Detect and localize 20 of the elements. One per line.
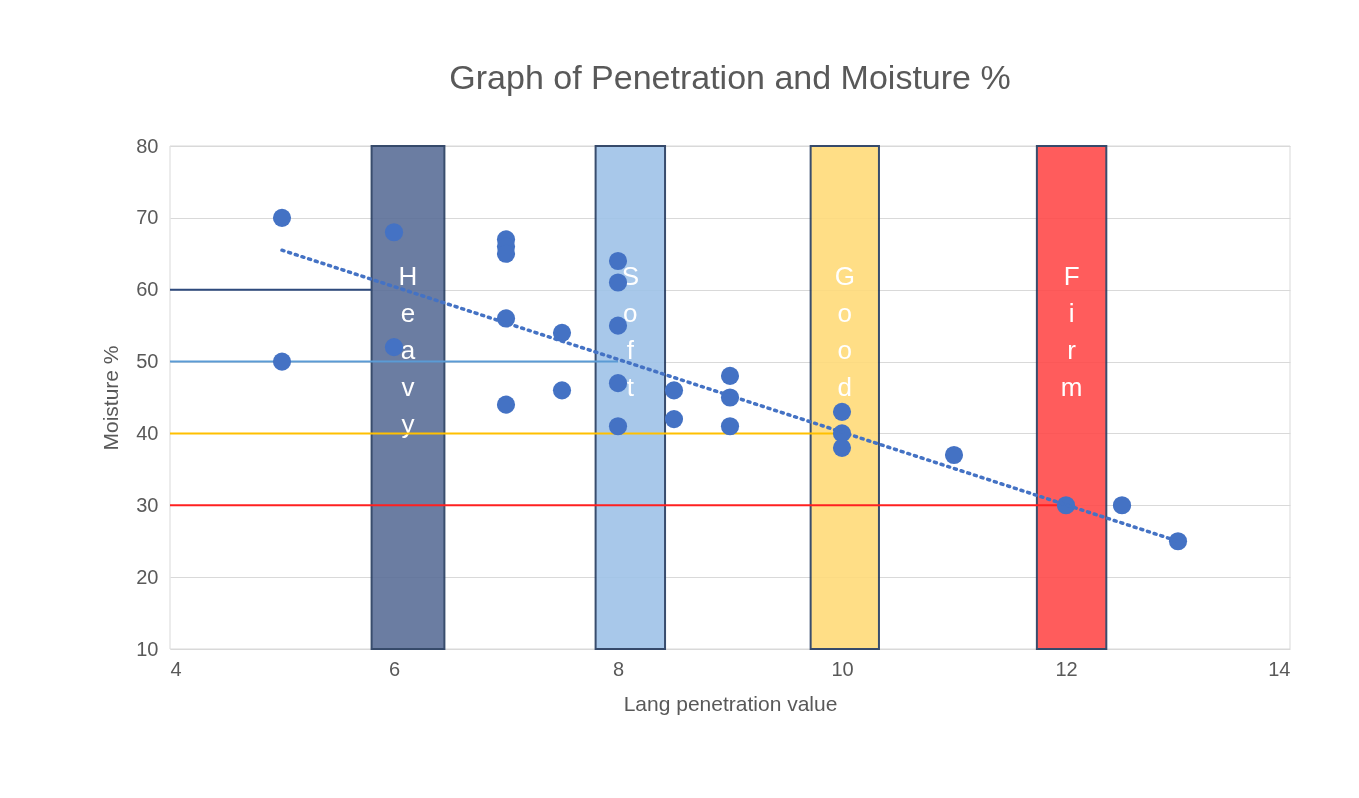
x-tick-label: 4	[170, 657, 182, 680]
band-label: Firm	[1060, 261, 1083, 402]
x-axis-title: Lang penetration value	[623, 691, 838, 715]
y-tick-label: 10	[136, 637, 159, 660]
y-tick-label: 30	[136, 493, 159, 516]
y-tick-label: 80	[136, 134, 159, 157]
band-label: Heavy	[398, 261, 418, 439]
x-tick-label: 10	[831, 657, 854, 680]
x-tick-label: 6	[388, 657, 401, 680]
chart-title: Graph of Penetration and Moisture %	[449, 58, 1011, 96]
x-tick-label: 14	[1268, 657, 1291, 680]
y-tick-label: 20	[136, 565, 159, 588]
y-axis-title: Moisture %	[99, 345, 123, 451]
y-tick-label: 60	[136, 278, 159, 301]
y-tick-label: 70	[136, 206, 159, 229]
x-tick-label: 8	[612, 657, 625, 680]
y-tick-label: 40	[136, 421, 159, 444]
y-tick-label: 50	[136, 350, 159, 373]
band-label: Good	[834, 261, 855, 402]
x-tick-label: 12	[1055, 657, 1078, 680]
